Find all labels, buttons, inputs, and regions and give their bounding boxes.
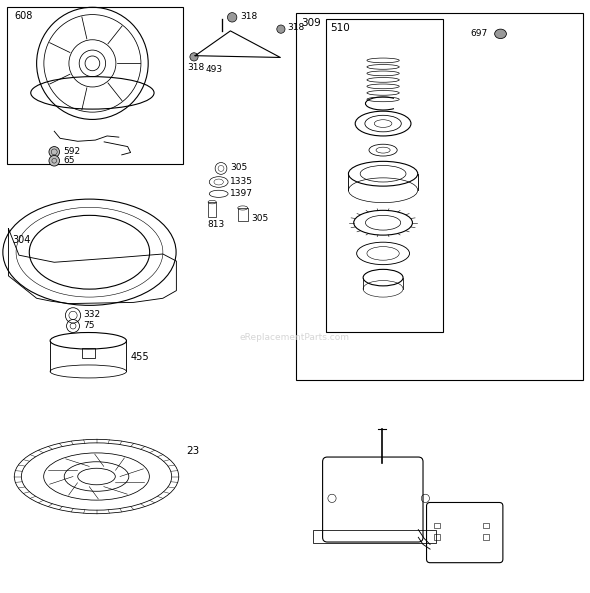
Bar xyxy=(296,13,583,380)
Text: 455: 455 xyxy=(130,352,149,362)
Text: 592: 592 xyxy=(63,148,80,157)
Text: 305: 305 xyxy=(231,163,248,173)
Text: 608: 608 xyxy=(14,11,32,21)
Text: 309: 309 xyxy=(301,18,320,28)
Ellipse shape xyxy=(494,29,506,39)
Text: 510: 510 xyxy=(330,23,350,33)
Text: 304: 304 xyxy=(12,235,30,245)
Text: eReplacementParts.com: eReplacementParts.com xyxy=(240,333,350,342)
Circle shape xyxy=(228,12,237,22)
Text: 318: 318 xyxy=(187,63,204,72)
Bar xyxy=(208,202,217,217)
Bar xyxy=(238,208,248,221)
Text: 305: 305 xyxy=(251,214,268,223)
Circle shape xyxy=(277,25,285,33)
Text: 493: 493 xyxy=(206,65,223,74)
Circle shape xyxy=(49,146,60,157)
Text: 75: 75 xyxy=(84,321,95,330)
Bar xyxy=(483,522,489,528)
Bar xyxy=(7,7,183,164)
Text: 332: 332 xyxy=(84,310,101,319)
Text: 813: 813 xyxy=(207,221,224,229)
Circle shape xyxy=(190,53,198,61)
Text: 65: 65 xyxy=(63,156,74,165)
Circle shape xyxy=(49,155,60,166)
Bar xyxy=(83,349,96,358)
Bar xyxy=(434,522,440,528)
Text: 318: 318 xyxy=(240,12,257,21)
Bar xyxy=(313,530,436,543)
Bar xyxy=(434,534,440,540)
Text: 697: 697 xyxy=(470,29,487,38)
Bar xyxy=(483,534,489,540)
Text: 1335: 1335 xyxy=(231,177,254,186)
Text: 1397: 1397 xyxy=(231,189,254,197)
Text: 23: 23 xyxy=(186,446,199,456)
Text: 318: 318 xyxy=(287,23,304,32)
Bar xyxy=(326,19,443,332)
